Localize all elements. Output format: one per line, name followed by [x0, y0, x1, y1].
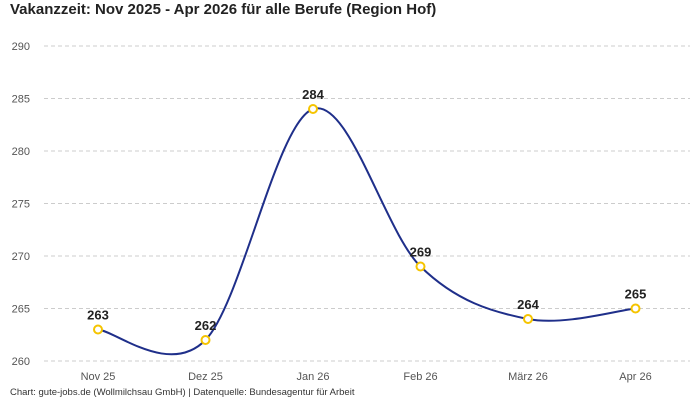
x-axis-ticks: Nov 25 Dez 25 Jan 26 Feb 26 März 26 Apr 26 — [81, 371, 652, 383]
x-tick-label: März 26 — [508, 371, 548, 383]
data-point — [523, 314, 533, 324]
x-tick-label: Feb 26 — [403, 371, 437, 383]
series-line-layer — [97, 107, 636, 356]
x-tick-label: Dez 25 — [188, 371, 223, 383]
data-labels: 263 262 284 269 264 265 — [87, 87, 646, 333]
series-line — [97, 107, 636, 356]
chart-title: Vakanzzeit: Nov 2025 - Apr 2026 für alle… — [10, 1, 437, 18]
gridlines — [44, 45, 690, 362]
data-point — [93, 324, 103, 335]
data-label: 264 — [517, 297, 539, 312]
y-tick-label: 270 — [12, 251, 30, 263]
y-tick-label: 280 — [12, 146, 30, 158]
data-point — [200, 335, 211, 345]
y-axis-ticks: 260 265 270 275 280 285 290 — [12, 41, 30, 368]
data-label: 262 — [195, 318, 217, 333]
chart-source: Chart: gute-jobs.de (Wollmilchsau GmbH) … — [10, 387, 355, 398]
x-tick-label: Apr 26 — [619, 371, 651, 383]
data-label: 263 — [87, 308, 109, 323]
data-point — [308, 104, 318, 114]
data-point — [415, 261, 426, 272]
data-label: 284 — [302, 87, 324, 102]
data-label: 265 — [625, 287, 647, 302]
y-tick-label: 265 — [12, 304, 30, 316]
data-points — [93, 104, 641, 345]
y-tick-label: 260 — [12, 356, 30, 368]
x-tick-label: Jan 26 — [296, 371, 329, 383]
y-tick-label: 285 — [12, 94, 30, 106]
y-tick-label: 290 — [12, 41, 30, 53]
x-tick-label: Nov 25 — [81, 371, 116, 383]
data-point — [630, 303, 641, 314]
data-label: 269 — [410, 245, 432, 260]
y-tick-label: 275 — [12, 199, 30, 211]
